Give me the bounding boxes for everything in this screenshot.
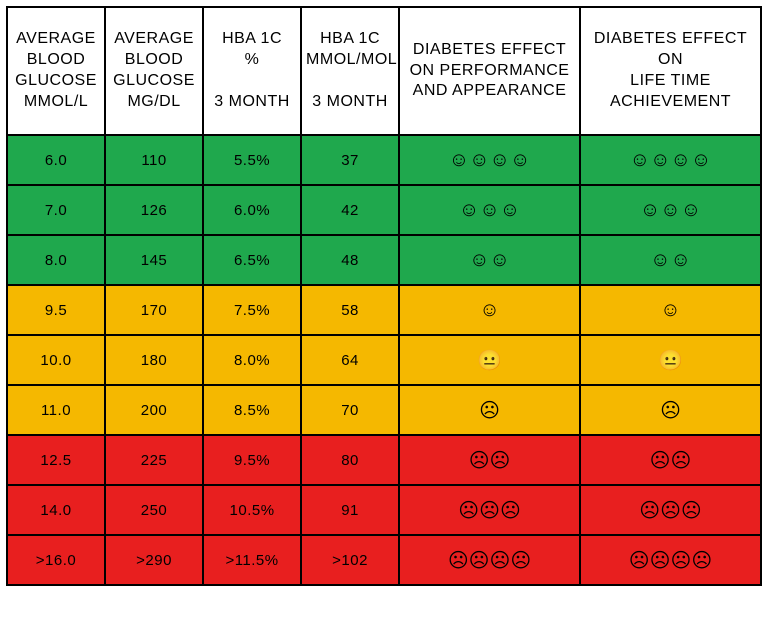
mmol-l-cell: 8.0 (7, 235, 105, 285)
hba1c-mmol-cell: >102 (301, 535, 399, 585)
effect-lifetime-cell: ☺☺ (580, 235, 761, 285)
mmol-l-cell: 12.5 (7, 435, 105, 485)
effect-performance-cell: ☹☹☹☹ (399, 535, 580, 585)
hba1c-pct-cell: 7.5% (203, 285, 301, 335)
hba1c-pct-cell: >11.5% (203, 535, 301, 585)
mg-dl-cell: 250 (105, 485, 203, 535)
hba1c-pct-cell: 6.0% (203, 185, 301, 235)
table-row: 9.51707.5%58☺☺ (7, 285, 761, 335)
table-header-row: AverageBloodGlucosemmol/L AverageBloodGl… (7, 7, 761, 135)
effect-performance-cell: ☺☺☺ (399, 185, 580, 235)
hba1c-pct-cell: 5.5% (203, 135, 301, 185)
effect-lifetime-cell: ☺☺☺☺ (580, 135, 761, 185)
mg-dl-cell: >290 (105, 535, 203, 585)
hba1c-mmol-cell: 58 (301, 285, 399, 335)
mmol-l-cell: 7.0 (7, 185, 105, 235)
hba1c-pct-cell: 10.5% (203, 485, 301, 535)
effect-lifetime-cell: ☹☹☹ (580, 485, 761, 535)
hba1c-pct-cell: 9.5% (203, 435, 301, 485)
mg-dl-cell: 180 (105, 335, 203, 385)
effect-lifetime-cell: ☺ (580, 285, 761, 335)
effect-lifetime-cell: 😐 (580, 335, 761, 385)
mg-dl-cell: 126 (105, 185, 203, 235)
effect-performance-cell: ☹☹ (399, 435, 580, 485)
table-row: 11.02008.5%70☹☹ (7, 385, 761, 435)
table-row: 14.025010.5%91☹☹☹☹☹☹ (7, 485, 761, 535)
table-row: 12.52259.5%80☹☹☹☹ (7, 435, 761, 485)
col-header-hba1c-mmol: HBA 1Cmmol/mol3 Month (301, 7, 399, 135)
col-header-mg-dl: AverageBloodGlucosemg/dL (105, 7, 203, 135)
mmol-l-cell: 14.0 (7, 485, 105, 535)
effect-lifetime-cell: ☹ (580, 385, 761, 435)
mmol-l-cell: 10.0 (7, 335, 105, 385)
col-header-hba1c-pct: HBA 1C%3 Month (203, 7, 301, 135)
effect-lifetime-cell: ☹☹☹☹ (580, 535, 761, 585)
hba1c-pct-cell: 8.0% (203, 335, 301, 385)
hba1c-pct-cell: 6.5% (203, 235, 301, 285)
glucose-hba1c-table: AverageBloodGlucosemmol/L AverageBloodGl… (6, 6, 762, 586)
col-header-mmol-l: AverageBloodGlucosemmol/L (7, 7, 105, 135)
mmol-l-cell: 6.0 (7, 135, 105, 185)
hba1c-mmol-cell: 64 (301, 335, 399, 385)
hba1c-mmol-cell: 48 (301, 235, 399, 285)
hba1c-mmol-cell: 70 (301, 385, 399, 435)
mg-dl-cell: 200 (105, 385, 203, 435)
table-row: >16.0>290>11.5%>102☹☹☹☹☹☹☹☹ (7, 535, 761, 585)
table-row: 10.01808.0%64😐😐 (7, 335, 761, 385)
mg-dl-cell: 145 (105, 235, 203, 285)
hba1c-mmol-cell: 37 (301, 135, 399, 185)
hba1c-mmol-cell: 91 (301, 485, 399, 535)
table-body: 6.01105.5%37☺☺☺☺☺☺☺☺7.01266.0%42☺☺☺☺☺☺8.… (7, 135, 761, 585)
effect-lifetime-cell: ☹☹ (580, 435, 761, 485)
effect-performance-cell: ☹ (399, 385, 580, 435)
mmol-l-cell: 11.0 (7, 385, 105, 435)
hba1c-mmol-cell: 42 (301, 185, 399, 235)
effect-performance-cell: ☺☺☺☺ (399, 135, 580, 185)
effect-performance-cell: ☹☹☹ (399, 485, 580, 535)
mg-dl-cell: 110 (105, 135, 203, 185)
table-row: 6.01105.5%37☺☺☺☺☺☺☺☺ (7, 135, 761, 185)
col-header-effect-performance: Diabetes effecton performanceand appeara… (399, 7, 580, 135)
mmol-l-cell: 9.5 (7, 285, 105, 335)
effect-lifetime-cell: ☺☺☺ (580, 185, 761, 235)
col-header-effect-lifetime: Diabetes effect onlife timeachievement (580, 7, 761, 135)
mg-dl-cell: 170 (105, 285, 203, 335)
table-row: 7.01266.0%42☺☺☺☺☺☺ (7, 185, 761, 235)
effect-performance-cell: ☺ (399, 285, 580, 335)
mg-dl-cell: 225 (105, 435, 203, 485)
mmol-l-cell: >16.0 (7, 535, 105, 585)
effect-performance-cell: 😐 (399, 335, 580, 385)
effect-performance-cell: ☺☺ (399, 235, 580, 285)
hba1c-mmol-cell: 80 (301, 435, 399, 485)
table-row: 8.01456.5%48☺☺☺☺ (7, 235, 761, 285)
hba1c-pct-cell: 8.5% (203, 385, 301, 435)
